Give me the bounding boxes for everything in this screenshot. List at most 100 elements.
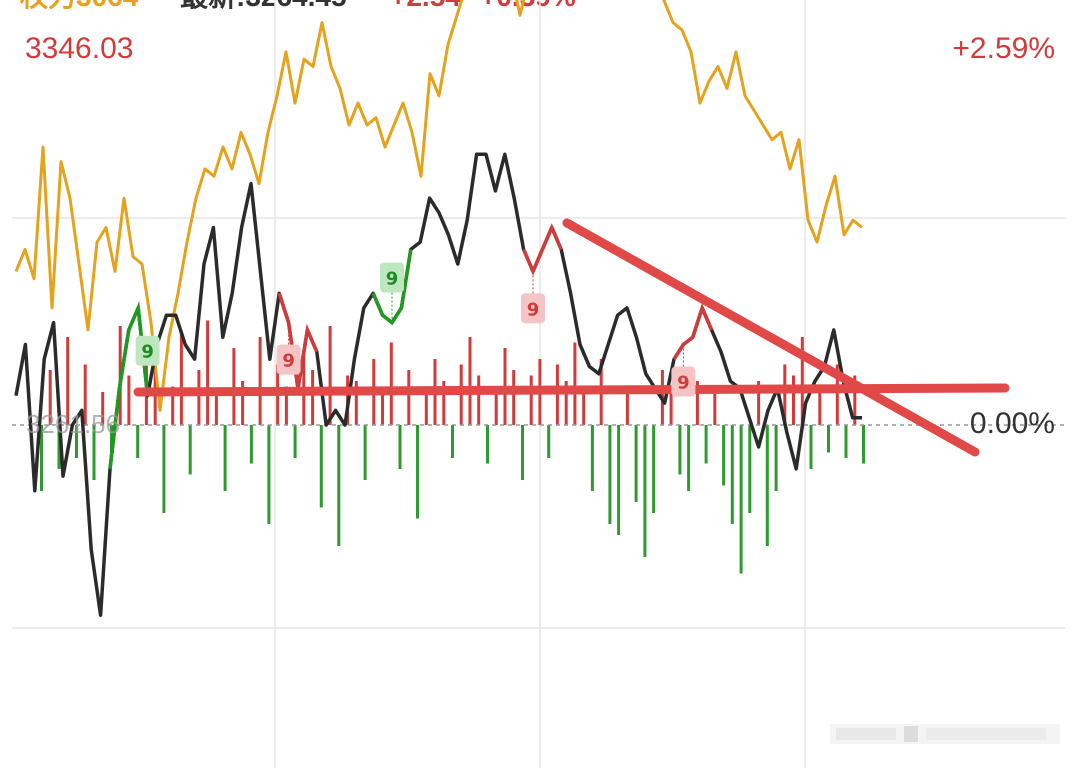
histogram-bar-up [354, 381, 358, 425]
histogram-bar-up [713, 392, 717, 425]
histogram-bar-up [83, 364, 87, 425]
sell-signal-marker: 9 [521, 271, 545, 324]
histogram-bar-down [363, 425, 367, 480]
histogram-bar-down [267, 425, 271, 524]
signal-label: 9 [141, 342, 154, 363]
buy-signal-marker: 9 [380, 262, 404, 323]
top-pct-label: +2.59% [952, 32, 1055, 65]
sell-signal-marker: 9 [276, 322, 301, 375]
histogram-bar-up [214, 392, 218, 425]
chart-grid [12, 0, 1065, 768]
signal-label: 9 [527, 299, 540, 320]
histogram-bar-up [695, 381, 699, 425]
histogram-bar-down [110, 425, 113, 453]
buy-signal-marker: 9 [135, 335, 160, 396]
histogram-bar-up [800, 337, 804, 425]
histogram-bar-down [75, 425, 78, 458]
histogram-bar-down [748, 425, 752, 513]
histogram-bar-down [617, 425, 621, 535]
histogram-bar-down [765, 425, 769, 546]
series-lines [14, 0, 863, 617]
histogram-bar-down [416, 425, 419, 519]
watermark-logo [830, 724, 1060, 744]
histogram-bar-up [66, 337, 70, 425]
histogram-bar-down [608, 425, 612, 524]
histogram-bar-down [451, 425, 454, 458]
histogram-bar-down [704, 425, 708, 464]
histogram-bar-up [582, 386, 586, 425]
histogram-bar-up [573, 342, 577, 425]
signal-badge [135, 335, 160, 366]
histogram-bar-up [206, 320, 210, 425]
header-name: 权力3064 [19, 0, 139, 12]
histogram-bar-up [494, 392, 498, 425]
histogram-bar-up [555, 364, 559, 425]
gold-series-line [14, 0, 863, 412]
histogram-bar-up [669, 386, 673, 425]
histogram-bar-down [774, 425, 778, 491]
histogram-bar-down [590, 425, 594, 491]
histogram-bar-down [739, 425, 743, 574]
histogram-bar-down [92, 425, 96, 480]
histogram-bar-down [486, 425, 489, 464]
histogram-bar-down [40, 425, 43, 491]
histogram-bars [40, 320, 865, 574]
histogram-bar-up [625, 392, 629, 425]
histogram-bar-down [844, 425, 848, 458]
histogram-bar-up [529, 375, 533, 425]
histogram-bar-down [730, 425, 734, 524]
sell-signal-marker: 9 [671, 344, 696, 397]
histogram-bar-up [407, 370, 411, 425]
histogram-bar-up [853, 375, 857, 425]
histogram-bar-up [442, 381, 446, 425]
histogram-bar-up [232, 348, 236, 425]
histogram-bar-down [162, 425, 166, 513]
descending-trendline[interactable] [562, 218, 980, 457]
signal-label: 9 [677, 373, 690, 394]
base-price-label: 3261.56 [26, 409, 120, 439]
histogram-bar-up [477, 375, 481, 425]
histogram-bar-up [424, 386, 428, 425]
histogram-bar-up [835, 364, 839, 425]
histogram-bar-down [398, 425, 402, 469]
histogram-bar-up [241, 381, 245, 425]
signal-badge [276, 344, 301, 375]
histogram-bar-up [512, 370, 516, 425]
histogram-bar-down [862, 425, 865, 464]
index-signal-segment [672, 302, 714, 361]
histogram-bar-up [179, 331, 183, 425]
histogram-bar-down [223, 425, 227, 491]
histogram-bar-down [827, 425, 830, 453]
histogram-bar-up [564, 381, 568, 425]
histogram-bar-down [678, 425, 682, 475]
index-signal-segment [371, 249, 413, 326]
histogram-bar-down [809, 425, 813, 469]
histogram-bar-up [127, 375, 131, 425]
histogram-bar-up [792, 375, 795, 425]
header-change: +2.54 [390, 0, 461, 12]
index-signal-segment [521, 223, 563, 276]
header-latest: 最新:3264.45 [180, 0, 347, 12]
signal-label: 9 [386, 269, 399, 290]
histogram-bar-down [722, 425, 726, 486]
histogram-bar-up [48, 370, 52, 425]
histogram-bar-down [652, 425, 656, 513]
header-row: 权力3064 最新:3264.45 +2.54 +0.39% [19, 0, 576, 12]
histogram-bar-up [783, 364, 787, 425]
histogram-bar-down [634, 425, 638, 502]
histogram-bar-up [258, 337, 262, 425]
histogram-bar-down [249, 425, 253, 464]
signal-badge [380, 262, 404, 293]
zero-pct-label: 0.00% [970, 407, 1055, 440]
histogram-bar-down [687, 425, 691, 491]
histogram-bar-up [328, 326, 332, 425]
signal-label: 9 [282, 351, 295, 372]
histogram-bar-up [381, 392, 384, 425]
histogram-bar-up [757, 381, 761, 425]
histogram-bar-down [188, 425, 192, 475]
histogram-bar-up [197, 370, 201, 425]
histogram-bar-down [547, 425, 551, 458]
histogram-bar-down [319, 425, 323, 508]
